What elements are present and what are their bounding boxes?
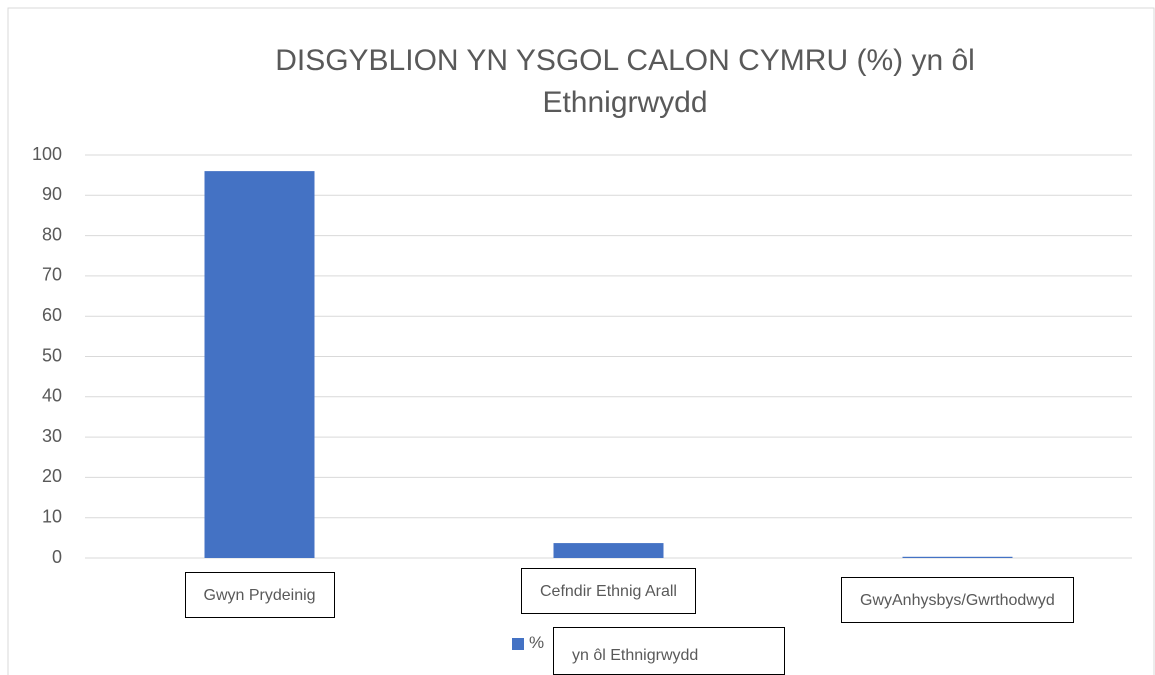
y-tick-label: 20 <box>42 466 62 486</box>
y-tick-label: 80 <box>42 224 62 244</box>
y-tick-label: 60 <box>42 305 62 325</box>
x-tick-label: Cefndir Ethnig Arall <box>521 568 696 614</box>
y-tick-label: 100 <box>32 144 62 164</box>
x-tick-label: GwyAnhysbys/Gwrthodwyd <box>841 577 1074 623</box>
legend-label: % <box>529 633 545 652</box>
y-tick-label: 10 <box>42 506 62 526</box>
y-tick-label: 0 <box>52 547 62 567</box>
x-tick-label: Gwyn Prydeinig <box>184 572 335 618</box>
bar <box>553 543 664 558</box>
y-tick-label: 30 <box>42 426 62 446</box>
y-tick-label: 70 <box>42 265 62 285</box>
bar <box>902 556 1013 558</box>
chart-title: DISGYBLION YN YSGOL CALON CYMRU (%) yn ô… <box>275 44 975 119</box>
bar <box>204 171 315 558</box>
y-tick-label: 50 <box>42 345 62 365</box>
y-tick-label: 90 <box>42 184 62 204</box>
chart-frame <box>7 7 1155 675</box>
annotation: yn ôl Ethnigrwydd <box>553 627 785 675</box>
legend-swatch <box>512 638 524 650</box>
y-tick-label: 40 <box>42 386 62 406</box>
